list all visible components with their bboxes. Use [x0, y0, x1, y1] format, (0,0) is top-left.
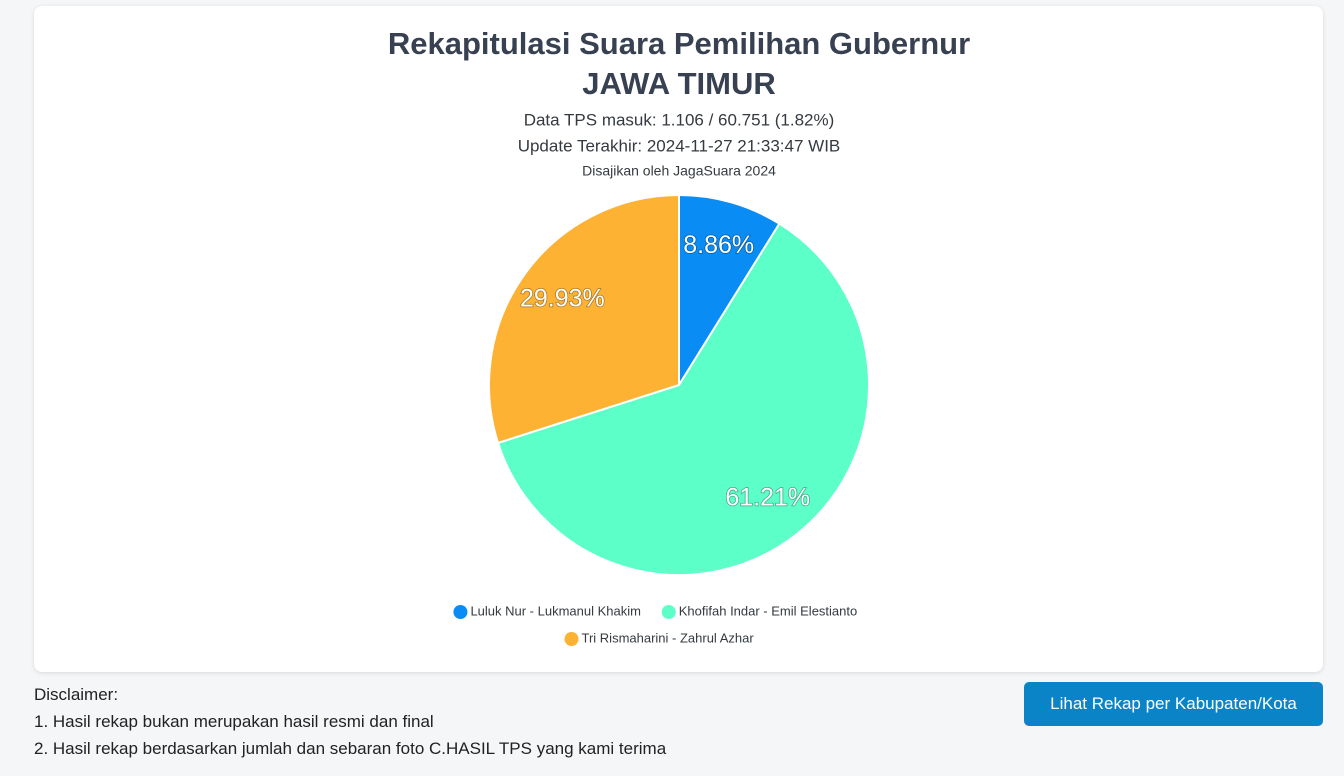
chart: Rekapitulasi Suara Pemilihan Gubernur JA…	[388, 26, 970, 646]
pie-slice	[496, 222, 870, 576]
disclaimer-item: 1. Hasil rekap bukan merupakan hasil res…	[34, 712, 434, 731]
legend-label: Khofifah Indar - Emil Elestianto	[679, 603, 857, 618]
legend-label: Tri Rismaharini - Zahrul Azhar	[582, 630, 755, 645]
pie-slice	[488, 193, 680, 445]
legend-swatch	[661, 605, 676, 619]
pie-slice	[678, 193, 781, 389]
rekap-button[interactable]: Lihat Rekap per Kabupaten/Kota	[1024, 682, 1323, 726]
info-line: Update Terakhir: 2024-11-27 21:33:47 WIB	[518, 136, 841, 155]
disclaimer-heading: Disclaimer:	[34, 685, 119, 704]
slice-label: 29.93%	[520, 284, 605, 312]
slice-label: 8.86%	[683, 231, 754, 259]
credit: Disajikan oleh JagaSuara 2024	[582, 163, 776, 179]
legend-swatch	[453, 605, 468, 619]
legend-label: Luluk Nur - Lukmanul Khakim	[470, 603, 641, 618]
legend-swatch	[564, 632, 579, 646]
chart-title: Rekapitulasi Suara Pemilihan Gubernur	[388, 26, 970, 61]
info-line: Data TPS masuk: 1.106 / 60.751 (1.82%)	[524, 110, 835, 129]
disclaimer-item: 2. Hasil rekap berdasarkan jumlah dan se…	[34, 739, 667, 758]
slice-label: 61.21%	[725, 484, 810, 512]
chart-subtitle: JAWA TIMUR	[582, 66, 775, 101]
